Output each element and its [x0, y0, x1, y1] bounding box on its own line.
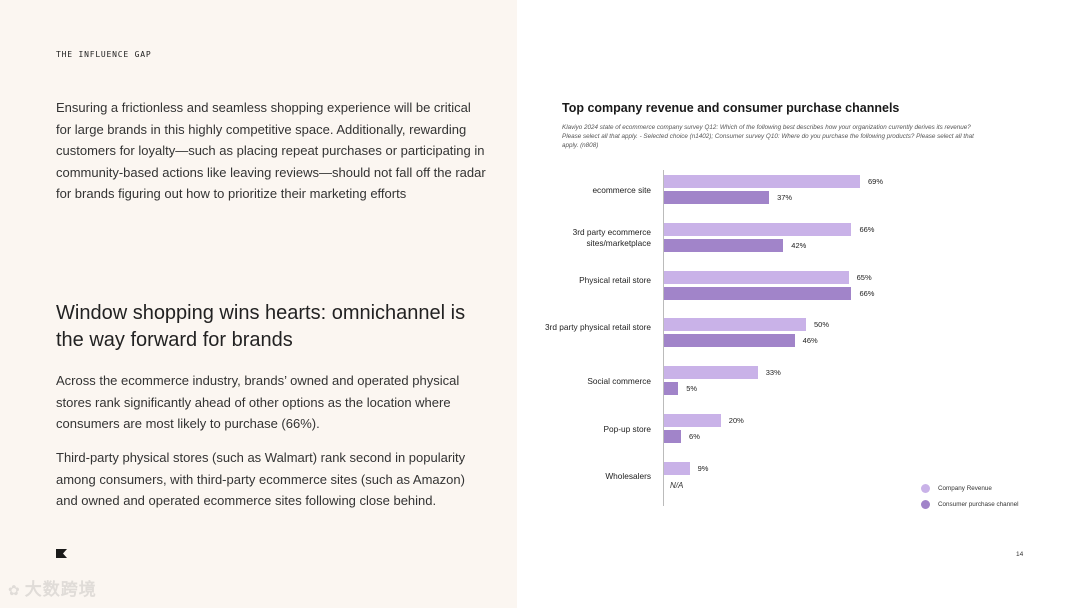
bar-consumer-channel [664, 334, 795, 348]
bar-company-revenue [664, 175, 860, 188]
watermark-text: 大数跨境 [24, 580, 97, 599]
data-label: 37% [777, 193, 793, 202]
watermark-icon: ✿ [8, 582, 21, 598]
legend-label-consumer-channel: Consumer purchase channel [938, 501, 1019, 508]
category-label: 3rd party ecommerce sites/marketplace [572, 226, 651, 248]
legend-swatch-consumer-channel [921, 500, 930, 509]
section-heading: Window shopping wins hearts: omnichannel… [56, 302, 466, 351]
data-label-na: N/A [670, 480, 684, 490]
bar-consumer-channel [664, 191, 770, 204]
chart-title: Top company revenue and consumer purchas… [562, 101, 900, 115]
data-label: 9% [697, 463, 709, 473]
watermark: ✿ 大数跨境 [8, 575, 97, 600]
data-label: 5% [686, 384, 698, 394]
data-label: 33% [765, 368, 781, 378]
bar-company-revenue [664, 222, 852, 236]
data-label: 46% [802, 336, 818, 346]
bar-consumer-channel [664, 382, 679, 396]
bar-company-revenue [664, 366, 758, 380]
section-label: THE INFLUENCE GAP [56, 50, 152, 59]
page-number: 14 [1016, 551, 1024, 558]
data-label: 69% [868, 177, 884, 186]
bar-company-revenue [664, 318, 807, 332]
legend-item-company-revenue: Company Revenue [921, 484, 992, 493]
left-panel: THE INFLUENCE GAP Ensuring a frictionles… [0, 0, 517, 608]
chart-axis-line [663, 170, 664, 506]
bar-company-revenue [664, 270, 849, 284]
data-label: 66% [859, 224, 875, 234]
bar-company-revenue [664, 414, 721, 427]
category-label: Wholesalers [605, 471, 651, 482]
category-label: Social commerce [587, 375, 651, 386]
bar-consumer-channel [664, 238, 784, 252]
data-label: 20% [728, 416, 744, 425]
category-label: Pop-up store [603, 423, 651, 434]
right-panel [517, 0, 1080, 608]
data-label: 42% [791, 240, 807, 250]
bar-company-revenue [664, 461, 690, 475]
intro-paragraph: Ensuring a frictionless and seamless sho… [56, 100, 486, 201]
brand-logo-icon [56, 549, 67, 558]
chart-note: Klaviyo 2024 state of ecommerce company … [562, 124, 974, 150]
category-label: 3rd party physical retail store [544, 322, 651, 333]
category-label: ecommerce site [592, 184, 651, 195]
data-label: 65% [856, 272, 872, 282]
legend-label-company-revenue: Company Revenue [938, 485, 992, 492]
bar-consumer-channel [664, 286, 852, 300]
legend-item-consumer-channel: Consumer purchase channel [921, 500, 1019, 509]
body-paragraph-2: Third-party physical stores (such as Wal… [56, 450, 466, 508]
bar-consumer-channel [664, 430, 682, 443]
data-label: 6% [689, 432, 700, 441]
data-label: 50% [814, 320, 830, 330]
category-label: Physical retail store [579, 274, 651, 285]
legend-swatch-company-revenue [921, 484, 930, 493]
data-label: 66% [859, 288, 875, 298]
body-paragraph-1: Across the ecommerce industry, brands’ o… [56, 373, 460, 431]
